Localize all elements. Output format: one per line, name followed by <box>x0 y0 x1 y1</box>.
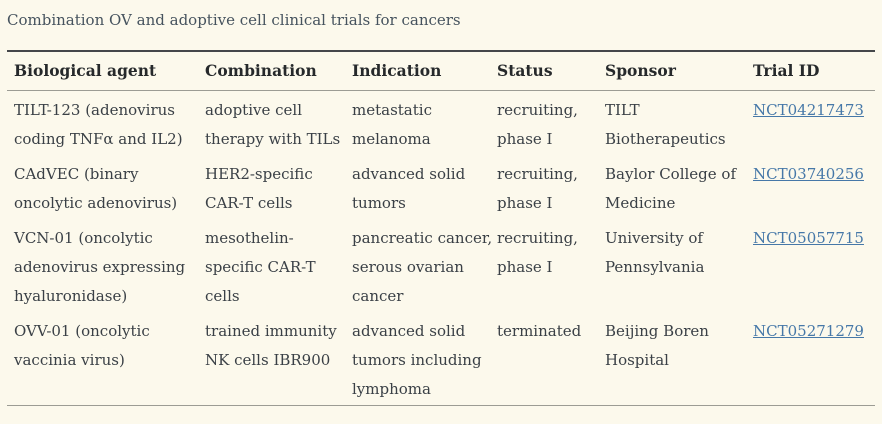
cell-biological-agent: VCN-01 (oncolytic adenovirus expressing … <box>14 229 186 305</box>
cell-combination: mesothelin-specific CAR-T cells <box>205 229 316 305</box>
trial-id-link[interactable]: NCT05057715 <box>753 229 864 247</box>
cell-status: terminated <box>497 312 605 406</box>
column-header-biological-agent: Biological agent <box>7 50 205 91</box>
table-row: TILT-123 (adenovirus coding TNFα and IL2… <box>7 91 875 156</box>
cell-sponsor: Baylor College of Medicine <box>605 165 737 212</box>
cell-biological-agent: OVV-01 (oncolytic vaccinia virus) <box>7 312 205 406</box>
column-header-combination: Combination <box>205 50 352 91</box>
cell-sponsor: University of Pennsylvania <box>605 229 705 276</box>
cell-combination: adoptive cell therapy with TILs <box>205 101 341 148</box>
cell-trial-id: NCT05057715 <box>753 219 875 312</box>
table-row: CAdVEC (binary oncolytic adenovirus) HER… <box>7 155 875 219</box>
trial-id-link[interactable]: NCT03740256 <box>753 165 864 183</box>
cell-sponsor: TILT Biotherapeutics <box>605 101 726 148</box>
cell-indication: advanced solid tumors including lymphoma <box>352 312 497 406</box>
cell-indication: pancreatic cancer, serous ovarian cancer <box>352 229 493 305</box>
clinical-trials-table: Biological agent Combination Indication … <box>7 50 875 406</box>
trial-id-link[interactable]: NCT04217473 <box>753 101 864 119</box>
cell-trial-id: NCT03740256 <box>753 155 875 219</box>
cell-status: recruiting, phase I <box>497 229 578 276</box>
table-row: VCN-01 (oncolytic adenovirus expressing … <box>7 219 875 312</box>
column-header-trial-id: Trial ID <box>753 50 875 91</box>
cell-status: recruiting, phase I <box>497 165 578 212</box>
cell-biological-agent: TILT-123 (adenovirus coding TNFα and IL2… <box>14 101 183 148</box>
table-header-row: Biological agent Combination Indication … <box>7 50 875 91</box>
cell-trial-id: NCT05271279 <box>753 312 875 406</box>
cell-biological-agent: CAdVEC (binary oncolytic adenovirus) <box>14 165 178 212</box>
cell-sponsor: Beijing Boren Hospital <box>605 312 753 406</box>
column-header-status: Status <box>497 50 605 91</box>
cell-combination: HER2-specific CAR-T cells <box>205 165 313 212</box>
column-header-indication: Indication <box>352 50 497 91</box>
cell-indication: metastatic melanoma <box>352 101 432 148</box>
cell-indication: advanced solid tumors <box>352 165 466 212</box>
table-row: OVV-01 (oncolytic vaccinia virus) traine… <box>7 312 875 406</box>
cell-trial-id: NCT04217473 <box>753 91 875 156</box>
cell-combination: trained immunity NK cells IBR900 <box>205 312 352 406</box>
page-title: Combination OV and adoptive cell clinica… <box>7 11 461 29</box>
trial-id-link[interactable]: NCT05271279 <box>753 322 864 340</box>
column-header-sponsor: Sponsor <box>605 50 753 91</box>
cell-status: recruiting, phase I <box>497 101 578 148</box>
